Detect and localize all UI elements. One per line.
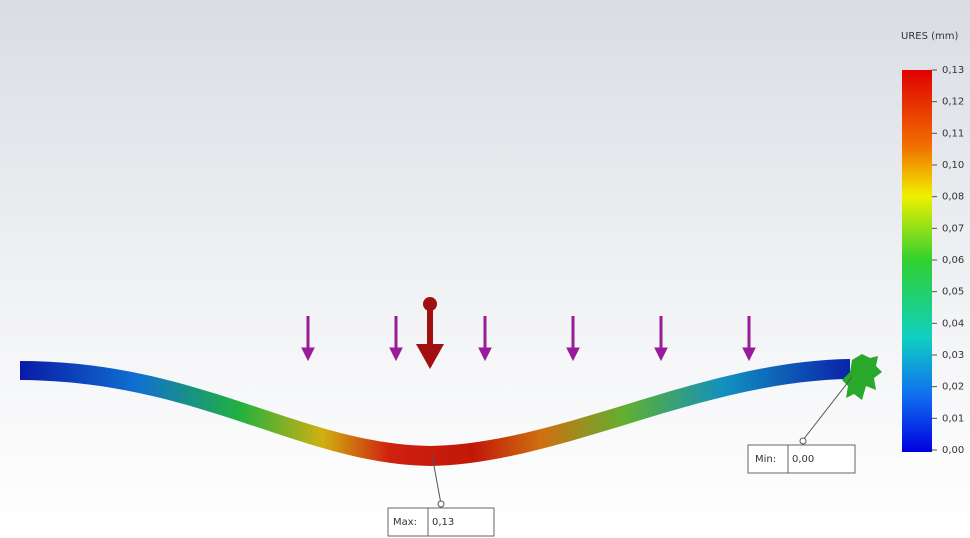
- legend-label: 0,11: [942, 128, 964, 139]
- max-pin: [438, 501, 444, 507]
- legend-label: 0,05: [942, 287, 964, 298]
- legend-title: URES (mm): [901, 31, 958, 42]
- legend-label: 0,01: [942, 413, 964, 424]
- viewport: Max: 0,13 Min: 0,00 URES (mm) 0,13 0,12 0,…: [0, 0, 970, 538]
- legend-label: 0,02: [942, 382, 964, 393]
- legend-label: 0,04: [942, 318, 964, 329]
- max-label: Max:: [393, 517, 417, 528]
- legend-label: 0,00: [942, 445, 964, 456]
- legend-label: 0,12: [942, 97, 964, 108]
- min-label: Min:: [755, 454, 776, 465]
- legend-label: 0,10: [942, 160, 964, 171]
- legend-label: 0,06: [942, 255, 964, 266]
- legend-label: 0,07: [942, 223, 964, 234]
- min-value: 0,00: [792, 454, 814, 465]
- legend-label: 0,08: [942, 192, 964, 203]
- legend-label: 0,13: [942, 65, 964, 76]
- max-value: 0,13: [432, 517, 454, 528]
- legend-label: 0,03: [942, 350, 964, 361]
- min-pin: [800, 438, 806, 444]
- color-scale: [902, 70, 932, 452]
